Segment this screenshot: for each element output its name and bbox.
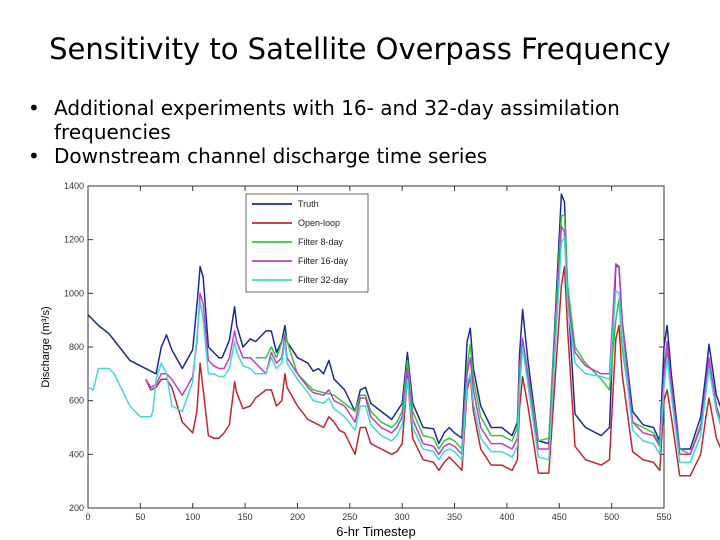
x-tick-label: 300 [395, 512, 410, 522]
bullet-item: • Additional experiments with 16- and 32-… [28, 96, 708, 144]
legend: Truth Open-loop Filter 8-day Filter 16-day F… [245, 193, 369, 293]
bullet-text: Downstream channel discharge time series [54, 144, 488, 168]
legend-label: Filter 8-day [298, 237, 344, 247]
legend-label: Open-loop [298, 218, 340, 228]
series-line-filter-8-day [255, 214, 720, 456]
y-tick-label: 200 [69, 503, 84, 513]
x-tick-label: 450 [552, 512, 567, 522]
x-tick-label: 0 [85, 512, 90, 522]
series-line-truth [87, 193, 720, 450]
slide-title: Sensitivity to Satellite Overpass Freque… [49, 32, 671, 66]
bullet-item: • Downstream channel discharge time serie… [28, 144, 708, 168]
x-tick-label: 400 [499, 512, 514, 522]
bullet-dot-icon: • [28, 96, 40, 120]
bullet-list: • Additional experiments with 16- and 32-… [28, 96, 708, 168]
y-tick-label: 400 [69, 449, 84, 459]
x-tick-label: 150 [238, 512, 253, 522]
x-tick-label: 200 [290, 512, 305, 522]
series-lines [87, 193, 720, 477]
y-axis-ticks: 200 400 600 800 1000 1200 1400 [64, 181, 664, 513]
x-tick-label: 50 [135, 512, 145, 522]
y-tick-label: 1000 [64, 288, 84, 298]
series-line-filter-32-day [87, 236, 720, 464]
legend-label: Filter 32-day [298, 275, 349, 285]
bullet-dot-icon: • [28, 144, 40, 168]
x-axis-ticks: 0 50 100 150 200 250 300 350 400 450 500 550 [85, 186, 672, 522]
y-tick-label: 800 [69, 342, 84, 352]
y-tick-label: 1400 [64, 181, 84, 191]
x-tick-label: 100 [185, 512, 200, 522]
discharge-chart: 200 400 600 800 1000 1200 1400 0 50 100 150 200 250… [40, 181, 720, 539]
plot-frame [87, 185, 665, 509]
y-axis-label: Discharge (m³/s) [40, 306, 52, 387]
x-axis-label: 6-hr Timestep [336, 524, 415, 539]
legend-label: Filter 16-day [298, 256, 349, 266]
x-tick-label: 350 [447, 512, 462, 522]
y-tick-label: 1200 [64, 235, 84, 245]
x-tick-label: 550 [656, 512, 671, 522]
y-tick-label: 600 [69, 396, 84, 406]
bullet-text: Additional experiments with 16- and 32-d… [54, 96, 620, 144]
legend-label: Truth [298, 199, 319, 209]
x-tick-label: 500 [604, 512, 619, 522]
x-tick-label: 250 [342, 512, 357, 522]
legend-items: Truth Open-loop Filter 8-day Filter 16-day F… [252, 199, 349, 285]
series-line-open-loop [144, 265, 720, 477]
legend-box [245, 193, 369, 293]
